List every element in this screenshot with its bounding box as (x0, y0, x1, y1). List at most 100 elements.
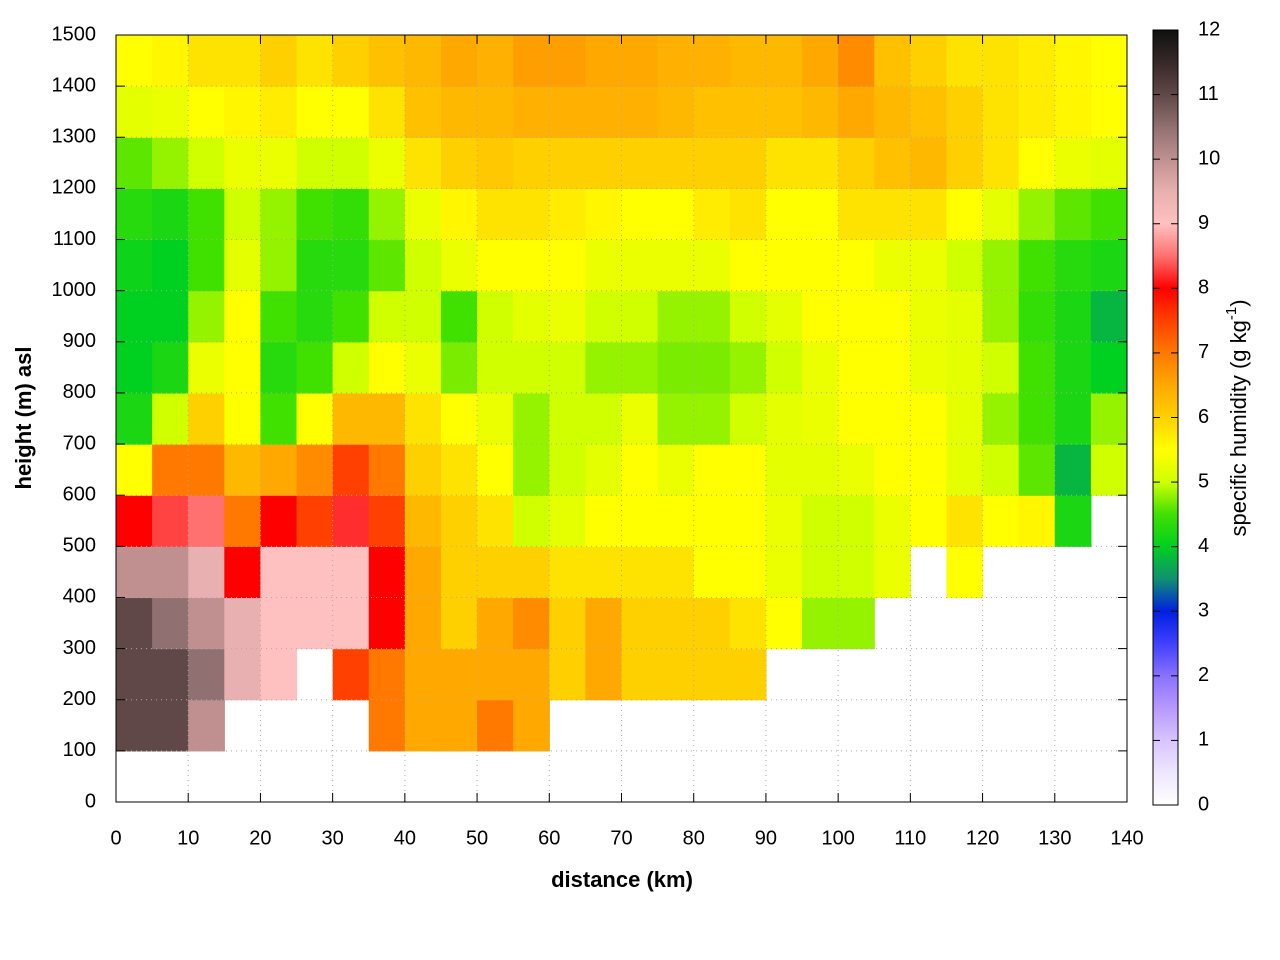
cell (946, 290, 984, 343)
cell (585, 597, 623, 650)
cell (368, 597, 406, 650)
cell (621, 648, 659, 701)
cell (224, 597, 262, 650)
cell (260, 392, 298, 445)
cell (874, 239, 911, 292)
cell (585, 341, 623, 394)
y-tick-label: 100 (63, 739, 96, 761)
y-tick-label: 1200 (52, 177, 97, 199)
cell (477, 597, 514, 650)
cell (1090, 188, 1127, 241)
cell (765, 495, 803, 547)
cell (296, 290, 334, 343)
cell (440, 290, 478, 343)
cell (874, 444, 911, 496)
cell (657, 290, 695, 343)
cell (188, 137, 225, 189)
cell (982, 495, 1020, 547)
cell (549, 188, 586, 241)
cell (838, 239, 875, 292)
cell (188, 290, 225, 343)
colorbar-tick-label: 8 (1198, 277, 1209, 299)
cell (440, 239, 478, 292)
cell (910, 86, 948, 138)
cell (152, 188, 189, 241)
cell (910, 341, 948, 394)
cell (910, 35, 948, 87)
cell (657, 392, 695, 445)
cell (765, 392, 803, 445)
cell (152, 290, 189, 343)
cell (874, 86, 911, 138)
cell (116, 495, 153, 547)
cell (440, 546, 478, 599)
cell (765, 239, 803, 292)
cell (910, 444, 948, 496)
cell (152, 495, 189, 547)
y-tick-label: 800 (63, 381, 96, 403)
cell (116, 341, 153, 394)
cell (946, 35, 984, 87)
cell (693, 341, 731, 394)
cell (838, 290, 875, 343)
y-tick-label: 200 (63, 688, 96, 710)
cell (910, 495, 948, 547)
cell (513, 546, 550, 599)
colorbar-tick-label: 5 (1198, 470, 1209, 492)
cell (513, 137, 550, 189)
cell (152, 239, 189, 292)
cell (693, 35, 731, 87)
cell (946, 137, 984, 189)
cell (152, 648, 189, 701)
cell (585, 392, 623, 445)
cell (477, 35, 514, 87)
cell (1054, 444, 1092, 496)
cell (729, 137, 767, 189)
cell (585, 495, 623, 547)
cell (116, 35, 153, 87)
cell (1054, 495, 1092, 547)
cell (838, 341, 875, 394)
y-tick-label: 500 (63, 535, 96, 557)
cell (513, 648, 550, 701)
y-tick-label: 1500 (52, 23, 97, 45)
cell (260, 239, 298, 292)
cell (693, 239, 731, 292)
cell (332, 86, 370, 138)
cell (621, 35, 659, 87)
cell (982, 444, 1020, 496)
cell (621, 239, 659, 292)
cell (116, 546, 153, 599)
x-tick-label: 10 (177, 827, 199, 849)
cell (946, 444, 984, 496)
cell (585, 86, 623, 138)
cell (368, 239, 406, 292)
cell (152, 35, 189, 87)
cell (657, 546, 695, 599)
cell (549, 444, 586, 496)
cell (1090, 137, 1127, 189)
cell (657, 35, 695, 87)
cell (982, 86, 1020, 138)
cell (440, 188, 478, 241)
cell (332, 239, 370, 292)
cell (477, 290, 514, 343)
cell (404, 546, 442, 599)
cell (946, 546, 984, 599)
cell (404, 392, 442, 445)
cell (477, 137, 514, 189)
cell (1018, 341, 1056, 394)
cell (910, 239, 948, 292)
cell (368, 35, 406, 87)
cell (1054, 137, 1092, 189)
cell (729, 188, 767, 241)
cell (188, 341, 225, 394)
cell (116, 239, 153, 292)
cell (116, 444, 153, 496)
cell (224, 341, 262, 394)
cell (1090, 239, 1127, 292)
cell (657, 648, 695, 701)
cell (440, 648, 478, 701)
cell (224, 35, 262, 87)
cell (296, 239, 334, 292)
